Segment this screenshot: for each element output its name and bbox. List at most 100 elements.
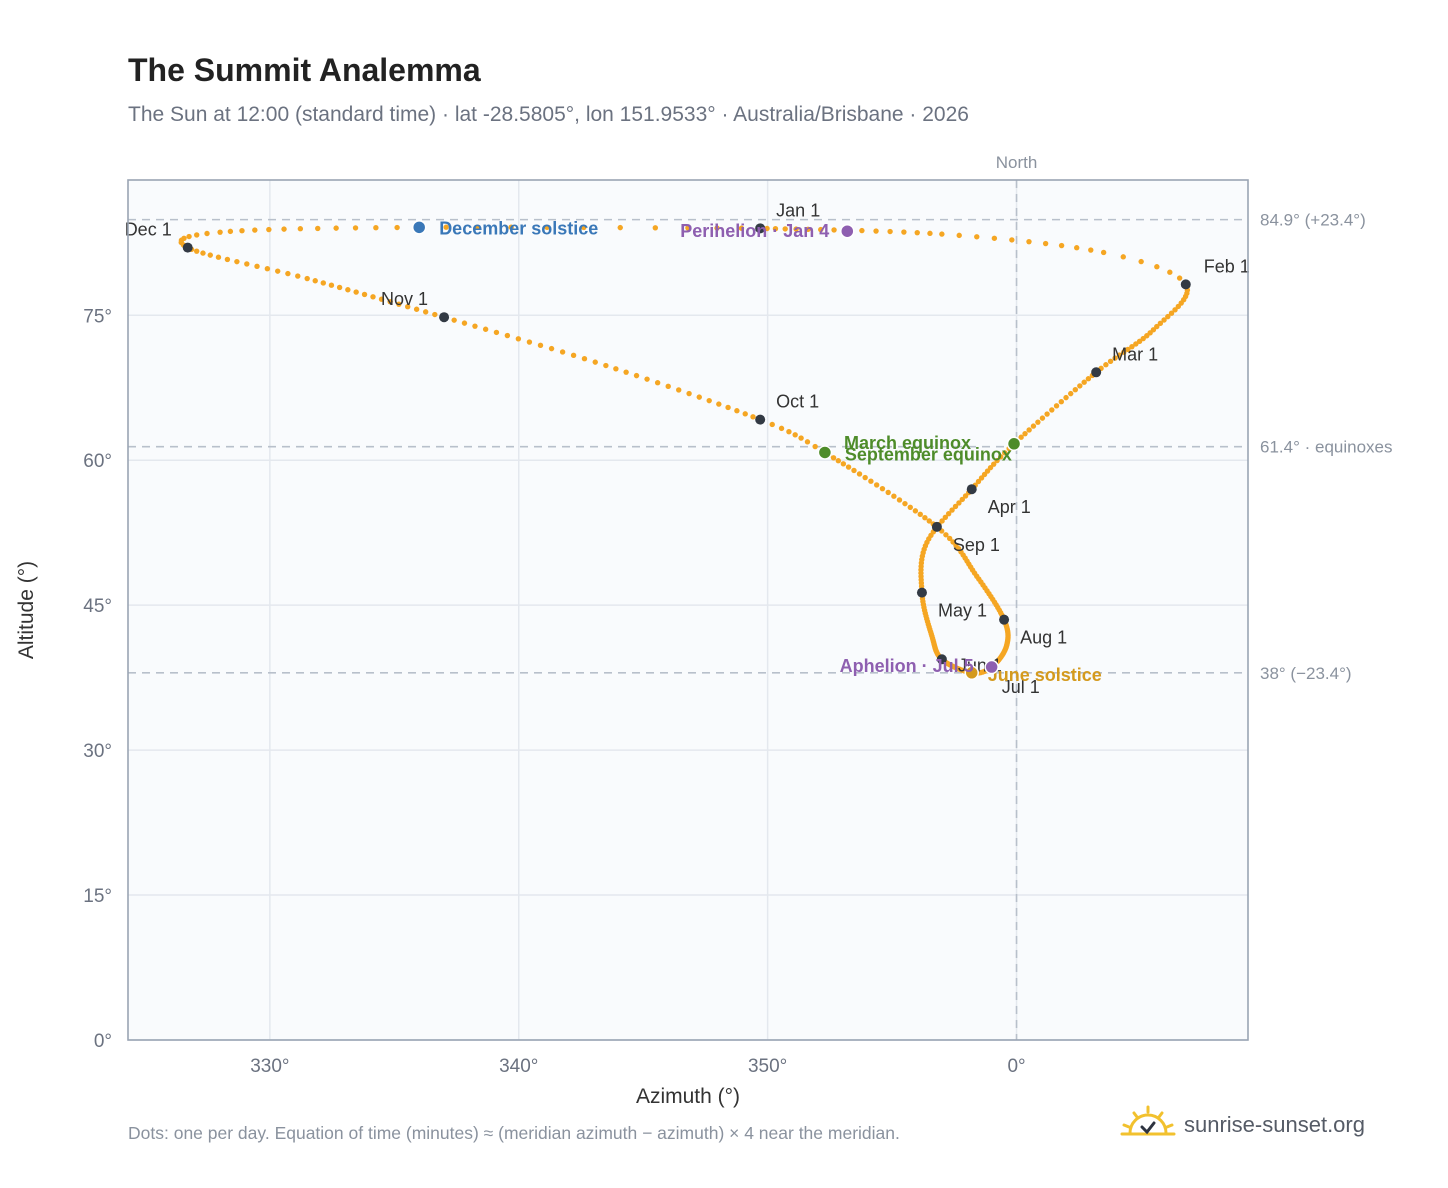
daily-dot [613,366,619,372]
daily-dot [1161,317,1167,323]
y-tick-label: 15° [83,886,112,907]
daily-dot [830,455,837,461]
daily-dot [1138,258,1144,265]
daily-dot [378,296,385,302]
daily-dot [1068,390,1074,397]
daily-dot [716,401,722,407]
daily-dot [665,383,671,390]
axis-ticks: 330° 340° 350° 0° 0° 15° 30° 45° 60° 75° [83,306,1025,1077]
daily-dot [939,231,945,237]
daily-dot [943,532,949,538]
daily-dot [394,224,400,231]
daily-dot [1030,423,1037,429]
daily-dot [559,349,566,355]
daily-dot [1168,310,1175,316]
daily-dot [975,478,982,485]
event-dot [1006,436,1022,452]
month-dot [966,484,977,495]
daily-dot [914,229,920,236]
sun-logo-icon [1120,1105,1176,1146]
daily-dot [994,457,1000,464]
daily-dot [686,390,692,397]
daily-dot [725,404,731,411]
x-tick-label: 340° [499,1056,538,1077]
daily-dot [315,225,321,232]
daily-dot [474,224,480,230]
daily-dot [244,261,250,267]
daily-dot [1072,387,1079,393]
month-label: Dec 1 [125,220,172,240]
daily-dot [1129,343,1135,350]
daily-dot [227,228,234,235]
daily-dot [320,280,327,286]
daily-dot [978,475,985,481]
daily-dot [352,225,359,231]
daily-dot [956,232,962,239]
daily-dot [1063,394,1069,401]
daily-dot [504,332,511,339]
month-dot [439,312,450,323]
x-axis-label: Azimuth (°) [636,1085,740,1108]
daily-dot [1175,303,1182,310]
chart-title: The Summit Analemma [128,52,481,88]
daily-dot [200,250,206,256]
daily-dot [652,225,659,231]
daily-dot [856,471,863,477]
daily-dot [845,464,852,470]
daily-dot [734,408,740,414]
daily-dot [1107,358,1114,365]
daily-dot [336,284,343,291]
brand[interactable]: sunrise-sunset.org [1120,1100,1365,1150]
daily-dot [1049,407,1055,413]
daily-dot [1077,383,1083,389]
daily-dot [1121,349,1127,355]
event-dot [840,223,855,239]
daily-dot [224,256,231,263]
daily-dot [432,311,438,318]
daily-dot [204,230,210,237]
daily-dot [207,252,213,258]
event-label: December solstice [439,218,598,238]
daily-dot [633,372,640,379]
daily-dot [312,278,318,284]
y-tick-label: 60° [83,451,112,472]
daily-dot [1022,430,1028,437]
daily-dot [1133,341,1139,347]
daily-dot [1039,415,1046,421]
daily-dot [472,323,478,329]
x-tick-label: 350° [748,1056,787,1077]
daily-dot [706,397,712,404]
y-tick-label: 30° [83,741,112,762]
daily-dot [623,369,629,375]
daily-dot [264,266,271,272]
daily-dot [1112,355,1118,361]
daily-dot [946,535,953,542]
daily-dot [950,539,956,545]
daily-dot [405,303,411,310]
daily-dot [345,287,351,293]
daily-dot [186,233,192,240]
month-label: Jan 1 [776,200,820,220]
daily-dot [1154,264,1160,270]
brand-name: sunrise-sunset.org [1184,1112,1365,1137]
daily-dot [548,345,555,352]
daily-dot [798,435,804,441]
daily-dot [769,421,775,428]
daily-dot [373,224,379,231]
daily-dot [907,504,913,510]
reference-lines: North 84.9° (+23.4°) 61.4° · equinoxes 38° … [128,153,1393,1040]
daily-dot [812,443,818,450]
daily-dot [1176,275,1183,281]
daily-dot [885,489,891,496]
daily-dot [792,432,798,438]
daily-dot [868,478,874,484]
chart-subtitle: The Sun at 12:00 (standard time) · lat -… [128,103,969,126]
y-tick-label: 75° [83,306,112,327]
daily-dot [926,518,932,524]
daily-dot [1042,240,1049,247]
plot-frame [127,179,1249,1041]
daily-dot [818,226,824,233]
daily-dot [1002,450,1008,456]
